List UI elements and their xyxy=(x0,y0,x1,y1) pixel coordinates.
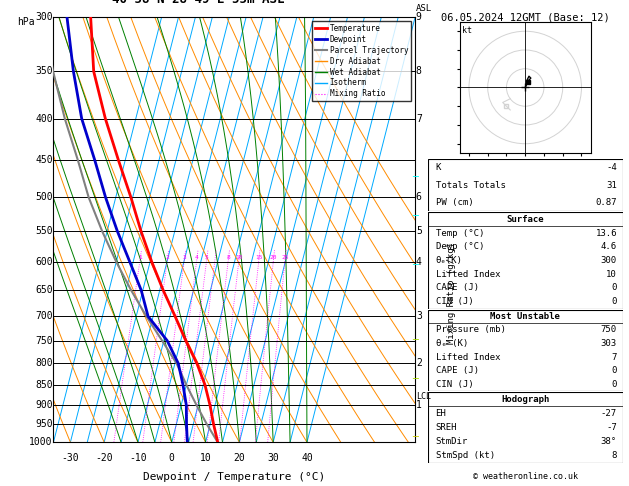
Text: 300: 300 xyxy=(35,12,53,22)
Text: 350: 350 xyxy=(35,67,53,76)
Text: kt: kt xyxy=(462,26,472,35)
Text: ─: ─ xyxy=(413,374,418,384)
Text: LCL: LCL xyxy=(416,392,431,401)
Text: 38°: 38° xyxy=(601,437,617,446)
Text: CIN (J): CIN (J) xyxy=(435,297,473,306)
Text: 4: 4 xyxy=(194,255,198,260)
Text: ─: ─ xyxy=(413,433,418,442)
Text: 750: 750 xyxy=(35,336,53,346)
Text: 7: 7 xyxy=(611,353,617,362)
Text: 13.6: 13.6 xyxy=(596,228,617,238)
Text: 5: 5 xyxy=(416,226,421,236)
Text: 5: 5 xyxy=(204,255,208,260)
Text: Most Unstable: Most Unstable xyxy=(490,312,560,321)
Text: Temp (°C): Temp (°C) xyxy=(435,228,484,238)
Text: 0: 0 xyxy=(169,453,175,463)
Text: 10: 10 xyxy=(235,255,242,260)
Text: 2: 2 xyxy=(416,359,421,368)
Text: 0.87: 0.87 xyxy=(596,198,617,207)
Text: 2: 2 xyxy=(165,255,169,260)
Text: 40: 40 xyxy=(301,453,313,463)
Text: 3: 3 xyxy=(416,311,421,321)
Text: Lifted Index: Lifted Index xyxy=(435,353,500,362)
Text: 0: 0 xyxy=(611,297,617,306)
Text: 303: 303 xyxy=(601,339,617,348)
Text: 30: 30 xyxy=(267,453,279,463)
Text: 8: 8 xyxy=(611,451,617,460)
Text: 700: 700 xyxy=(35,311,53,321)
Text: 1: 1 xyxy=(416,400,421,410)
Text: StmDir: StmDir xyxy=(435,437,468,446)
Text: 4.6: 4.6 xyxy=(601,242,617,251)
Text: km
ASL: km ASL xyxy=(416,0,432,13)
Text: 500: 500 xyxy=(35,192,53,203)
Text: 1000: 1000 xyxy=(29,437,53,447)
Text: -4: -4 xyxy=(606,163,617,172)
Text: 0: 0 xyxy=(611,380,617,389)
Text: 600: 600 xyxy=(35,257,53,267)
Text: 15: 15 xyxy=(255,255,262,260)
Text: θₑ (K): θₑ (K) xyxy=(435,339,468,348)
Text: Mixing Ratio (g/kg): Mixing Ratio (g/kg) xyxy=(447,243,456,345)
Text: SREH: SREH xyxy=(435,423,457,432)
Text: K: K xyxy=(435,163,441,172)
Text: ─: ─ xyxy=(413,173,418,182)
Text: 20: 20 xyxy=(233,453,245,463)
Text: CAPE (J): CAPE (J) xyxy=(435,366,479,375)
Text: Lifted Index: Lifted Index xyxy=(435,270,500,279)
Text: Dewpoint / Temperature (°C): Dewpoint / Temperature (°C) xyxy=(143,472,325,482)
Text: EH: EH xyxy=(435,409,446,418)
Text: 10: 10 xyxy=(606,270,617,279)
Text: 0: 0 xyxy=(611,283,617,293)
Text: 40°58'N 28°49'E 55m ASL: 40°58'N 28°49'E 55m ASL xyxy=(112,0,284,6)
Text: 06.05.2024 12GMT (Base: 12): 06.05.2024 12GMT (Base: 12) xyxy=(441,12,610,22)
Text: 950: 950 xyxy=(35,419,53,429)
Text: 400: 400 xyxy=(35,114,53,123)
Text: ─: ─ xyxy=(413,260,418,270)
Text: 800: 800 xyxy=(35,359,53,368)
Text: -20: -20 xyxy=(96,453,113,463)
Text: 31: 31 xyxy=(606,181,617,190)
Text: CIN (J): CIN (J) xyxy=(435,380,473,389)
Text: 450: 450 xyxy=(35,155,53,165)
Text: 0: 0 xyxy=(611,366,617,375)
Text: 850: 850 xyxy=(35,380,53,390)
Text: 8: 8 xyxy=(416,67,421,76)
Text: 20: 20 xyxy=(269,255,277,260)
Text: 6: 6 xyxy=(416,192,421,203)
Text: 25: 25 xyxy=(281,255,289,260)
Text: 550: 550 xyxy=(35,226,53,236)
Text: 650: 650 xyxy=(35,285,53,295)
Text: 7: 7 xyxy=(416,114,421,123)
Text: ─: ─ xyxy=(413,211,418,221)
Text: -7: -7 xyxy=(606,423,617,432)
Text: 1: 1 xyxy=(138,255,142,260)
Text: 900: 900 xyxy=(35,400,53,410)
Text: 4: 4 xyxy=(416,257,421,267)
Text: CAPE (J): CAPE (J) xyxy=(435,283,479,293)
Text: -10: -10 xyxy=(129,453,147,463)
Text: PW (cm): PW (cm) xyxy=(435,198,473,207)
Text: θₑ(K): θₑ(K) xyxy=(435,256,462,265)
Text: Dewp (°C): Dewp (°C) xyxy=(435,242,484,251)
Text: -30: -30 xyxy=(62,453,79,463)
Text: Pressure (mb): Pressure (mb) xyxy=(435,326,505,334)
Text: 8: 8 xyxy=(226,255,230,260)
Text: 3: 3 xyxy=(182,255,186,260)
Text: ─: ─ xyxy=(413,335,418,345)
Text: 300: 300 xyxy=(601,256,617,265)
Text: Hodograph: Hodograph xyxy=(501,395,549,404)
Text: StmSpd (kt): StmSpd (kt) xyxy=(435,451,494,460)
Text: 750: 750 xyxy=(601,326,617,334)
Legend: Temperature, Dewpoint, Parcel Trajectory, Dry Adiabat, Wet Adiabat, Isotherm, Mi: Temperature, Dewpoint, Parcel Trajectory… xyxy=(312,21,411,102)
Text: Surface: Surface xyxy=(506,215,544,224)
Text: -27: -27 xyxy=(601,409,617,418)
Text: 9: 9 xyxy=(416,12,421,22)
Text: Totals Totals: Totals Totals xyxy=(435,181,505,190)
Text: hPa: hPa xyxy=(18,17,35,27)
Text: © weatheronline.co.uk: © weatheronline.co.uk xyxy=(473,472,577,481)
Text: 10: 10 xyxy=(199,453,211,463)
